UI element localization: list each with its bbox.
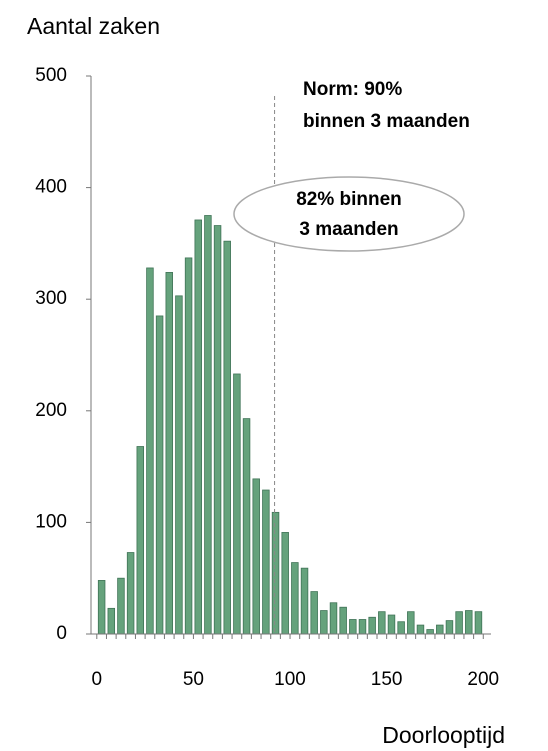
bar xyxy=(426,629,434,635)
y-tick-label: 400 xyxy=(35,177,67,198)
annotation: binnen 3 maanden xyxy=(303,111,470,132)
bar xyxy=(165,272,173,635)
x-tick-label: 0 xyxy=(92,669,103,690)
annotation: 3 maanden xyxy=(299,219,398,240)
bar xyxy=(445,620,454,635)
bar xyxy=(252,478,260,635)
bar xyxy=(358,619,367,635)
bar xyxy=(407,611,415,635)
bar xyxy=(387,614,396,635)
bar xyxy=(474,611,483,635)
bar xyxy=(223,240,231,635)
x-tick-label: 150 xyxy=(371,669,403,690)
bar xyxy=(378,611,386,635)
bar xyxy=(213,225,222,635)
y-tick-label: 500 xyxy=(35,65,67,86)
bar xyxy=(242,418,251,635)
bar xyxy=(368,616,376,635)
bar xyxy=(281,532,289,635)
bar xyxy=(320,610,328,635)
x-tick-label: 200 xyxy=(467,669,499,690)
bar xyxy=(136,446,145,635)
bar xyxy=(455,611,463,635)
bar xyxy=(194,219,202,635)
bar xyxy=(291,562,299,635)
bar xyxy=(117,577,125,635)
bar xyxy=(329,602,338,635)
bar xyxy=(184,257,193,635)
annotation: 82% binnen xyxy=(296,189,402,210)
bar xyxy=(397,621,405,635)
bar xyxy=(339,606,347,635)
bar xyxy=(175,295,183,635)
annotation-ellipse xyxy=(233,176,465,252)
y-tick-label: 0 xyxy=(56,623,67,644)
bar xyxy=(310,591,318,635)
bar xyxy=(436,624,444,635)
bar xyxy=(204,215,212,635)
bar xyxy=(107,607,116,635)
bar xyxy=(349,619,357,635)
y-tick-label: 300 xyxy=(35,288,67,309)
bar xyxy=(262,489,270,635)
bar xyxy=(465,610,473,635)
bar xyxy=(155,315,164,635)
x-tick-label: 50 xyxy=(183,669,204,690)
chart-title: Aantal zaken xyxy=(27,13,160,39)
bar xyxy=(97,580,106,635)
bar xyxy=(300,567,309,635)
annotation: Norm: 90% xyxy=(303,79,402,100)
bar xyxy=(271,511,280,635)
bar xyxy=(416,624,425,635)
y-tick-label: 200 xyxy=(35,400,67,421)
x-tick-label: 100 xyxy=(274,669,306,690)
x-axis-label: Doorlooptijd xyxy=(382,722,505,748)
bar xyxy=(146,267,154,635)
bar xyxy=(233,373,241,635)
bar xyxy=(126,552,135,635)
y-tick-label: 100 xyxy=(35,511,67,532)
